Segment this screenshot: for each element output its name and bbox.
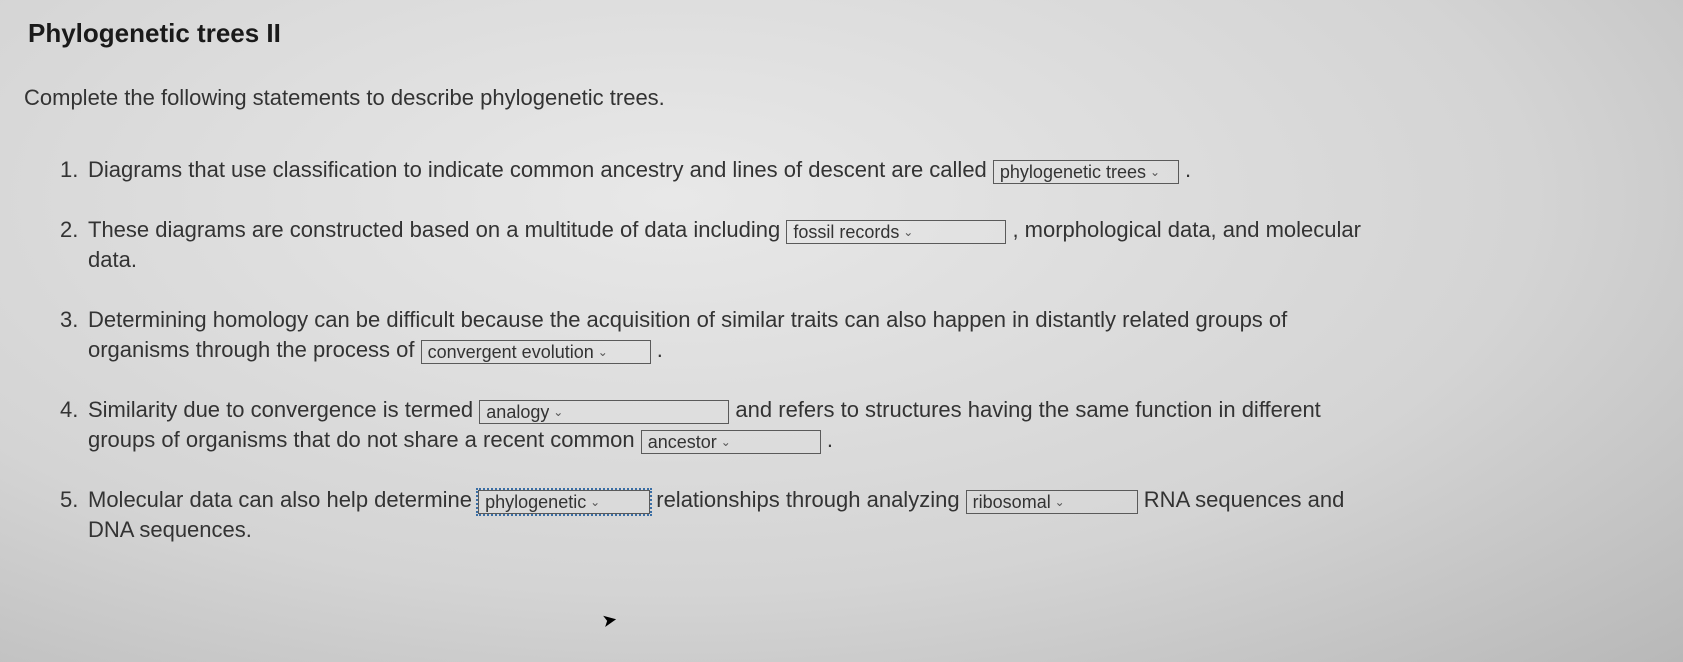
statement-1-text-post: . xyxy=(1185,157,1191,182)
statement-2: These diagrams are constructed based on … xyxy=(60,215,1659,275)
statement-5-line2: DNA sequences. xyxy=(88,517,252,542)
statement-2-text-pre: These diagrams are constructed based on … xyxy=(88,217,786,242)
statement-4-line2-pre: groups of organisms that do not share a … xyxy=(88,427,641,452)
dropdown-ancestor[interactable]: ancestor ⌄ xyxy=(641,430,821,454)
statement-5-text-post: RNA sequences and xyxy=(1144,487,1345,512)
dropdown-phylogenetic[interactable]: phylogenetic ⌄ xyxy=(478,490,650,514)
quiz-page: Phylogenetic trees II Complete the follo… xyxy=(0,0,1683,545)
dropdown-value: analogy xyxy=(486,401,549,423)
statement-1-text-pre: Diagrams that use classification to indi… xyxy=(88,157,993,182)
dropdown-value: ribosomal xyxy=(973,491,1051,513)
statements-list: Diagrams that use classification to indi… xyxy=(24,155,1659,545)
cursor-icon: ➤ xyxy=(600,609,619,632)
statement-4-text-post: . xyxy=(827,427,833,452)
statement-4-text-pre: Similarity due to convergence is termed xyxy=(88,397,479,422)
dropdown-value: fossil records xyxy=(793,221,899,243)
quiz-instructions: Complete the following statements to des… xyxy=(24,85,1659,111)
chevron-down-icon: ⌄ xyxy=(1051,491,1065,513)
statement-5-text-mid: relationships through analyzing xyxy=(656,487,965,512)
dropdown-value: convergent evolution xyxy=(428,341,594,363)
statement-2-text-post: , morphological data, and molecular xyxy=(1012,217,1361,242)
chevron-down-icon: ⌄ xyxy=(594,341,608,363)
dropdown-value: phylogenetic trees xyxy=(1000,161,1146,183)
chevron-down-icon: ⌄ xyxy=(899,221,913,243)
page-title: Phylogenetic trees II xyxy=(28,18,1659,49)
dropdown-phylogenetic-trees[interactable]: phylogenetic trees ⌄ xyxy=(993,160,1179,184)
statement-4-text-mid: and refers to structures having the same… xyxy=(735,397,1320,422)
chevron-down-icon: ⌄ xyxy=(717,431,731,453)
chevron-down-icon: ⌄ xyxy=(586,491,600,513)
dropdown-ribosomal[interactable]: ribosomal ⌄ xyxy=(966,490,1138,514)
statement-5: Molecular data can also help determine p… xyxy=(60,485,1659,545)
statement-5-text-pre: Molecular data can also help determine xyxy=(88,487,478,512)
statement-4: Similarity due to convergence is termed … xyxy=(60,395,1659,455)
chevron-down-icon: ⌄ xyxy=(549,401,563,423)
statement-3: Determining homology can be difficult be… xyxy=(60,305,1659,365)
dropdown-fossil-records[interactable]: fossil records ⌄ xyxy=(786,220,1006,244)
statement-3-text-pre: Determining homology can be difficult be… xyxy=(88,307,1287,332)
dropdown-convergent-evolution[interactable]: convergent evolution ⌄ xyxy=(421,340,651,364)
statement-1: Diagrams that use classification to indi… xyxy=(60,155,1659,185)
statement-2-line2: data. xyxy=(88,247,137,272)
chevron-down-icon: ⌄ xyxy=(1146,161,1160,183)
statement-3-text-post: . xyxy=(657,337,663,362)
statement-3-line2-pre: organisms through the process of xyxy=(88,337,421,362)
dropdown-value: ancestor xyxy=(648,431,717,453)
dropdown-analogy[interactable]: analogy ⌄ xyxy=(479,400,729,424)
dropdown-value: phylogenetic xyxy=(485,491,586,513)
